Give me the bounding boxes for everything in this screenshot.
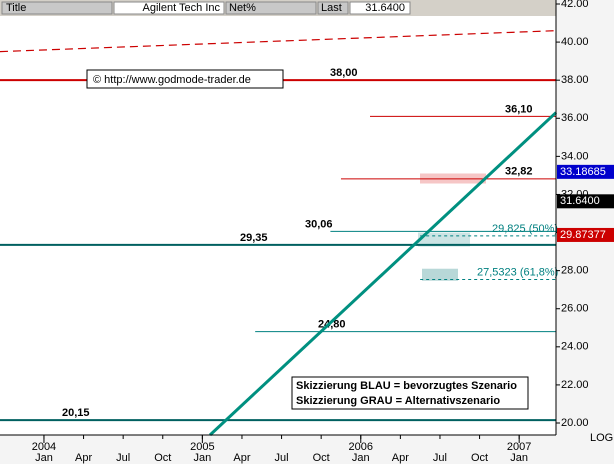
header-field bbox=[317, 1, 349, 15]
level-label: 30,06 bbox=[305, 218, 333, 230]
trendline bbox=[208, 111, 558, 437]
price-box-label: 31.6400 bbox=[560, 195, 600, 207]
header-field bbox=[225, 1, 317, 15]
price-box bbox=[557, 164, 614, 179]
x-tick-label: Jan bbox=[35, 452, 53, 464]
x-tick-label: Apr bbox=[75, 452, 92, 464]
header: Title Agilent Tech Inc Net% Last 31.6400 bbox=[0, 0, 556, 16]
y-tick-label: 26.00 bbox=[561, 303, 589, 315]
y-tick-label: 34.00 bbox=[561, 150, 589, 162]
header-field bbox=[1, 1, 113, 15]
price-box bbox=[557, 227, 614, 242]
level-label: 36,10 bbox=[505, 103, 533, 115]
zone bbox=[422, 268, 458, 281]
year-label: 2004 bbox=[32, 441, 56, 453]
x-tick-label: Oct bbox=[313, 452, 330, 464]
copyright-box bbox=[86, 69, 284, 89]
note: Skizzierung BLAU = bevorzugtes Szenario bbox=[296, 380, 517, 392]
y-tick-label: 38.00 bbox=[561, 74, 589, 86]
header-field bbox=[113, 1, 225, 15]
level-label: 32,82 bbox=[505, 166, 533, 178]
level-label: 27,5323 (61,8%) bbox=[477, 266, 558, 278]
scale-label: LOG bbox=[590, 432, 613, 444]
year-label: 2006 bbox=[349, 441, 373, 453]
header-label: Title bbox=[6, 2, 26, 14]
axis-panel bbox=[0, 435, 556, 464]
level-label: 38,00 bbox=[330, 67, 358, 79]
x-tick-label: Oct bbox=[471, 452, 488, 464]
year-label: 2005 bbox=[190, 441, 214, 453]
x-tick-label: Jan bbox=[510, 452, 528, 464]
x-tick-label: Apr bbox=[392, 452, 409, 464]
x-tick-label: Jan bbox=[352, 452, 370, 464]
note-box bbox=[291, 376, 529, 410]
x-tick-label: Jan bbox=[193, 452, 211, 464]
price-box bbox=[557, 194, 614, 209]
level-label: 29,825 (50%) bbox=[492, 223, 558, 235]
y-tick-label: 20.00 bbox=[561, 417, 589, 429]
header-label: Net% bbox=[229, 2, 256, 14]
y-tick-label: 24.00 bbox=[561, 341, 589, 353]
level-label: 29,35 bbox=[240, 232, 268, 244]
x-tick-label: Jul bbox=[275, 452, 289, 464]
header-field bbox=[349, 1, 411, 15]
header-value: 31.6400 bbox=[365, 2, 405, 14]
price-box-label: 29.87377 bbox=[560, 229, 606, 241]
trendline bbox=[0, 30, 557, 53]
copyright: © http://www.godmode-trader.de bbox=[93, 74, 251, 86]
x-tick-label: Jul bbox=[116, 452, 130, 464]
x-tick-label: Apr bbox=[233, 452, 250, 464]
year-label: 2007 bbox=[507, 441, 531, 453]
price-box-label: 33.18685 bbox=[560, 166, 606, 178]
note: Skizzierung GRAU = Alternativszenario bbox=[296, 395, 500, 407]
y-tick-label: 22.00 bbox=[561, 379, 589, 391]
y-tick-label: 42.00 bbox=[561, 0, 589, 10]
header-label: Last bbox=[321, 2, 342, 14]
x-tick-label: Jul bbox=[433, 452, 447, 464]
y-tick-label: 28.00 bbox=[561, 265, 589, 277]
y-tick-label: 36.00 bbox=[561, 112, 589, 124]
x-tick-label: Oct bbox=[154, 452, 171, 464]
level-label: 20,15 bbox=[62, 407, 90, 419]
header-name: Agilent Tech Inc bbox=[143, 2, 221, 14]
y-tick-label: 40.00 bbox=[561, 36, 589, 48]
